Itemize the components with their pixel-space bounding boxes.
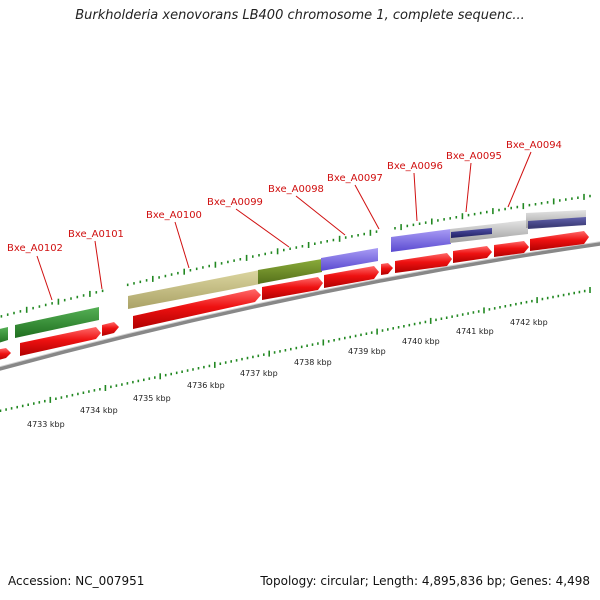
kbp-label: 4740 kbp (402, 337, 440, 346)
kbp-label: 4737 kbp (240, 369, 278, 378)
cds-arrow[interactable] (102, 322, 119, 336)
cds-arrow[interactable] (494, 241, 529, 257)
cds-arrow[interactable] (0, 348, 11, 361)
gene-label[interactable]: Bxe_A0094 (506, 140, 562, 151)
gene-label-leaders (36, 151, 532, 301)
label-leader-line (507, 151, 532, 208)
feature-purple-1[interactable] (321, 248, 378, 271)
feature-green[interactable] (15, 307, 99, 338)
cds-track (0, 231, 589, 361)
gene-label[interactable]: Bxe_A0097 (327, 173, 383, 184)
label-leader-line (94, 240, 103, 290)
tick-track-upper (0, 193, 591, 318)
gene-label[interactable]: Bxe_A0095 (446, 151, 502, 162)
cds-arrow[interactable] (530, 231, 589, 251)
label-leader-line (295, 195, 346, 236)
feature-purple-3[interactable] (528, 217, 586, 229)
cds-arrow[interactable] (381, 263, 393, 275)
kbp-label: 4739 kbp (348, 347, 386, 356)
gene-label[interactable]: Bxe_A0098 (268, 184, 324, 195)
kbp-label: 4735 kbp (133, 394, 171, 403)
cds-arrow[interactable] (20, 327, 101, 356)
feature-purple-2[interactable] (391, 229, 451, 252)
label-leader-line (174, 221, 190, 269)
feature-green-left[interactable] (0, 327, 8, 344)
label-leader-line (354, 184, 380, 230)
cds-arrow[interactable] (324, 266, 379, 288)
gene-label[interactable]: Bxe_A0100 (146, 210, 202, 221)
feature-navy-stripe[interactable] (451, 228, 492, 238)
label-leader-line (235, 208, 290, 248)
feature-olive[interactable] (128, 270, 260, 309)
gene-label[interactable]: Bxe_A0099 (207, 197, 263, 208)
feature-dark-olive[interactable] (258, 259, 322, 284)
map-title: Burkholderia xenovorans LB400 chromosome… (75, 8, 525, 23)
tick-track-lower (0, 287, 591, 412)
label-leader-line (413, 172, 418, 222)
chromosome-backbone-highlight (0, 241, 600, 368)
gene-label[interactable]: Bxe_A0101 (68, 229, 124, 240)
cds-arrow[interactable] (133, 289, 261, 329)
kbp-label: 4742 kbp (510, 318, 548, 327)
gene-label[interactable]: Bxe_A0096 (387, 161, 443, 172)
label-leader-line (465, 162, 472, 213)
accession-text: Accession: NC_007951 (8, 574, 145, 588)
gene-label[interactable]: Bxe_A0102 (7, 243, 63, 254)
chromosome-backbone (0, 241, 600, 371)
kbp-label: 4733 kbp (27, 420, 65, 429)
feature-track (0, 210, 586, 344)
kbp-label: 4736 kbp (187, 381, 225, 390)
cds-arrow[interactable] (453, 246, 492, 263)
genome-summary-text: Topology: circular; Length: 4,895,836 bp… (260, 574, 590, 588)
cds-arrow[interactable] (262, 277, 323, 300)
label-leader-line (36, 255, 53, 301)
kbp-label: 4734 kbp (80, 406, 118, 415)
kbp-label: 4741 kbp (456, 327, 494, 336)
cds-arrow[interactable] (395, 253, 452, 273)
kbp-label: 4738 kbp (294, 358, 332, 367)
